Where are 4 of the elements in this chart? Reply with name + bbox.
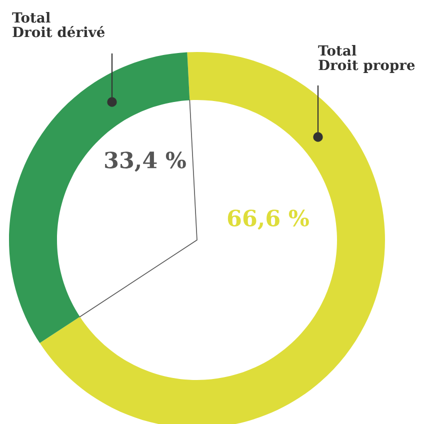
slice-label: Total Droit dérivé <box>12 12 105 38</box>
slice-label: Total Droit propre <box>318 45 415 73</box>
data-label: 33,4 % <box>105 152 186 172</box>
data-label: 66,6 % <box>228 210 309 230</box>
